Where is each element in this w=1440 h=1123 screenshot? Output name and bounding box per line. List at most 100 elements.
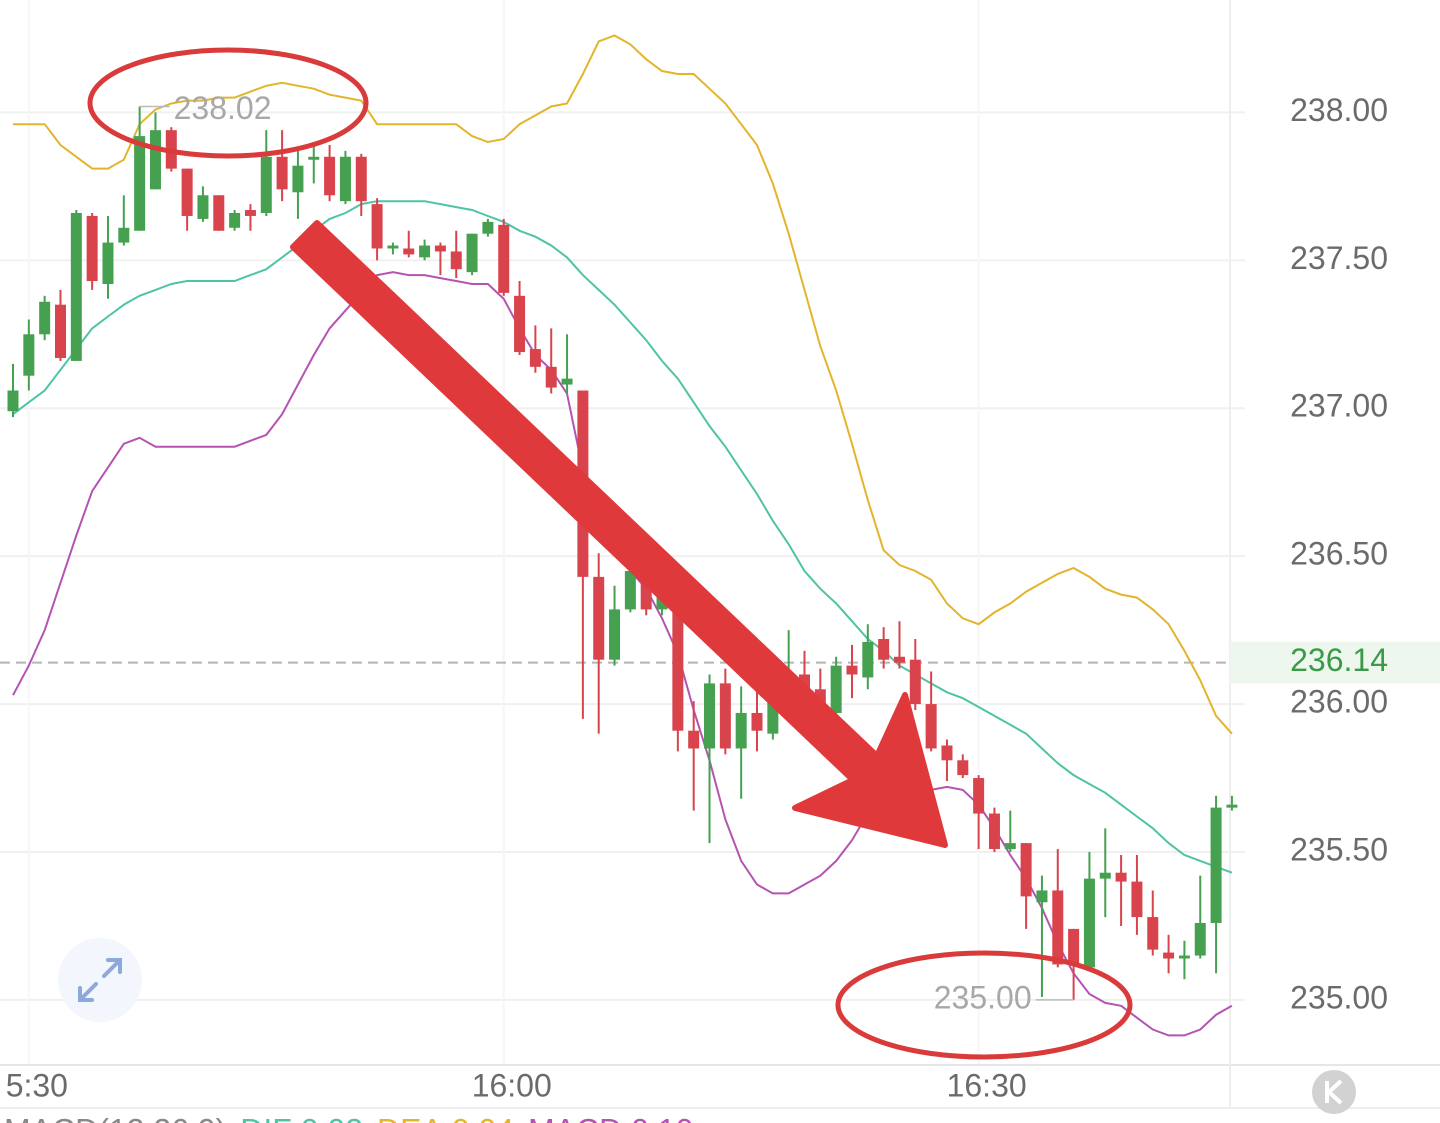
candle-body <box>387 245 399 249</box>
candle-body <box>134 136 146 231</box>
candle-body <box>339 156 351 202</box>
candle-body <box>893 656 905 663</box>
candle-body <box>751 712 763 731</box>
last-price-label: 236.14 <box>1290 642 1388 678</box>
candle-body <box>1052 890 1064 965</box>
indicator-label: DEA:0.04 <box>377 1112 514 1123</box>
y-tick-label: 235.50 <box>1290 831 1388 867</box>
candle-body <box>545 366 557 388</box>
candle-body <box>1210 807 1222 923</box>
last-price-bg <box>1230 641 1440 684</box>
candle-body <box>197 195 209 219</box>
candle-body <box>925 704 937 749</box>
candle-body <box>181 168 193 216</box>
expand-button[interactable] <box>58 938 142 1022</box>
button-icon <box>1325 1079 1343 1105</box>
candle-body <box>70 213 82 361</box>
candle-body <box>260 156 272 213</box>
candle-body <box>1163 952 1175 959</box>
candle-body <box>498 224 510 293</box>
indicator-label: MACD:0.10 <box>528 1112 693 1123</box>
x-tick-label: 5:30 <box>6 1067 68 1103</box>
collapse-axis-button[interactable] <box>1312 1070 1356 1114</box>
expand-icon <box>78 958 122 1002</box>
candle-body <box>719 683 731 749</box>
indicator-label: DIF:0.02 <box>240 1112 363 1123</box>
candle-body <box>1131 881 1143 918</box>
candle-body <box>561 378 573 385</box>
candle-body <box>1004 843 1016 850</box>
y-tick-label: 235.00 <box>1290 979 1388 1015</box>
y-tick-label: 237.50 <box>1290 240 1388 276</box>
candle-body <box>434 245 446 252</box>
candle-body <box>767 698 779 734</box>
y-tick-label: 236.50 <box>1290 536 1388 572</box>
candle-body <box>149 130 161 190</box>
button-bg <box>1312 1070 1356 1114</box>
band-line <box>12 271 1233 1037</box>
candle-body <box>371 204 383 249</box>
candle-body <box>988 813 1000 850</box>
high-label: 238.02 <box>174 90 272 126</box>
highlight-ellipse <box>87 47 369 159</box>
candle-body <box>672 600 684 731</box>
candle-body <box>292 165 304 193</box>
candle-body <box>593 576 605 660</box>
candle-body <box>799 674 810 690</box>
candle-body <box>957 760 969 776</box>
x-tick-label: 16:30 <box>947 1067 1027 1103</box>
candle-body <box>39 301 51 335</box>
candle-body <box>878 639 890 660</box>
candle-body <box>941 745 953 761</box>
candle-body <box>118 227 130 243</box>
candle-body <box>1194 923 1206 956</box>
y-tick-label: 238.00 <box>1290 92 1388 128</box>
candle-body <box>419 245 431 258</box>
candle-body <box>466 233 478 273</box>
candle-body <box>609 609 621 660</box>
candle-body <box>1115 872 1127 882</box>
indicator-label: MACD(12,26,9) <box>4 1112 226 1123</box>
candle-body <box>450 251 462 270</box>
expand-button-bg <box>58 938 142 1022</box>
candle-body <box>1099 872 1111 879</box>
x-tick-label: 16:00 <box>472 1067 552 1103</box>
candle-body <box>229 213 241 228</box>
candle-body <box>814 689 826 705</box>
candle-body <box>846 665 858 675</box>
candle-body <box>308 156 320 160</box>
y-tick-label: 236.00 <box>1290 684 1388 720</box>
candle-body <box>1020 843 1032 897</box>
candle-body <box>862 641 874 678</box>
candle-body <box>529 349 541 367</box>
candle-body <box>324 156 336 196</box>
candle-body <box>54 304 66 358</box>
trend-arrow <box>290 220 948 848</box>
candle-body <box>830 665 842 713</box>
candle-body <box>1068 928 1080 965</box>
candle-body <box>514 295 526 353</box>
candle-body <box>1226 804 1238 808</box>
candle-body <box>86 215 98 282</box>
highlight-ellipse <box>835 950 1133 1060</box>
labels: 235.00 235.50 236.00 236.50 237.00 237.50 238.… <box>4 90 1440 1123</box>
candle-body <box>688 730 700 749</box>
candle-body <box>1036 890 1048 903</box>
candle-body <box>102 242 114 284</box>
candle-body <box>276 156 288 190</box>
y-tick-label: 237.00 <box>1290 388 1388 424</box>
candle-body <box>735 712 747 749</box>
candle-body <box>244 210 256 216</box>
candle-body <box>355 156 367 202</box>
band-line <box>12 200 1233 874</box>
candle-body <box>973 778 985 814</box>
candle-body <box>640 573 652 610</box>
candle-body <box>1147 917 1159 950</box>
low-label: 235.00 <box>934 979 1032 1015</box>
candle-body <box>909 659 921 705</box>
candle-body <box>482 221 494 234</box>
candle-body <box>7 390 19 412</box>
candle-body <box>403 248 415 255</box>
